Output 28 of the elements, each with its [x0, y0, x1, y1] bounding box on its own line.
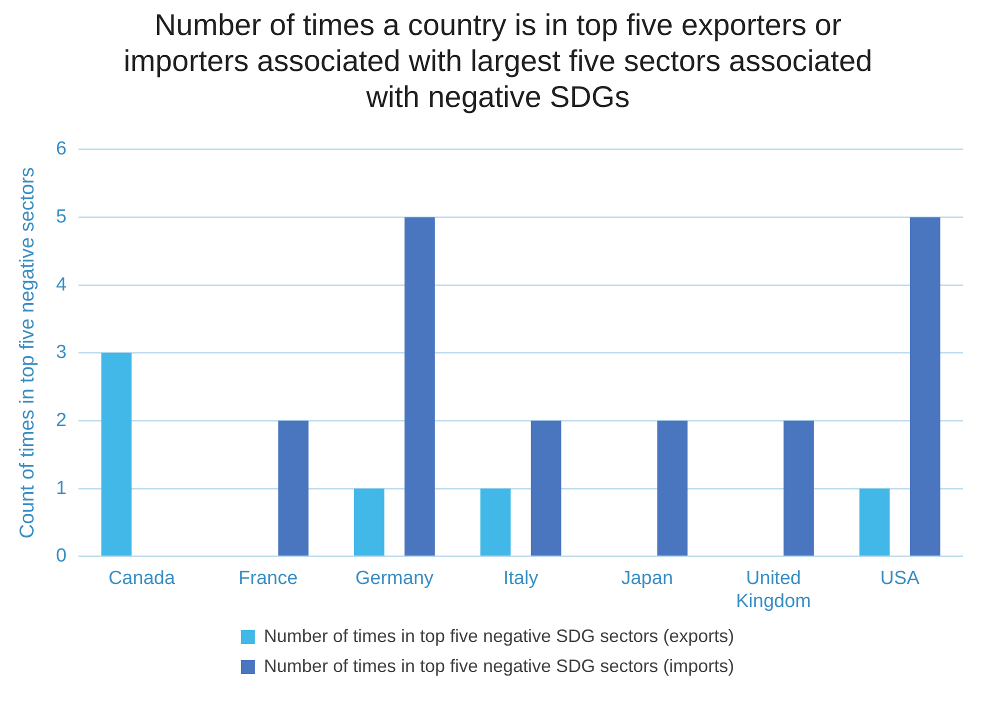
x-tick-label: Canada — [108, 568, 176, 590]
y-tick-label: 0 — [56, 546, 67, 567]
y-tick-label: 4 — [56, 274, 67, 296]
y-tick-label: 2 — [56, 410, 67, 431]
y-tick-label: 3 — [56, 342, 67, 364]
bar — [480, 488, 511, 556]
bar — [657, 420, 688, 556]
y-tick-label: 6 — [56, 138, 67, 160]
y-tick-label: 5 — [56, 206, 67, 228]
x-tick-label: France — [238, 568, 298, 590]
bar — [404, 217, 435, 556]
x-tick-label: Italy — [503, 568, 539, 590]
bar — [910, 217, 940, 556]
bar — [354, 488, 384, 556]
legend-label: Number of times in top five negative SDG sectors (imports) — [264, 656, 734, 676]
legend-label: Number of times in top five negative SDG sectors (exports) — [264, 626, 734, 646]
bar — [101, 352, 132, 556]
x-tick-label: Germany — [355, 568, 434, 590]
bar — [530, 420, 562, 556]
chart-title: Number of times a country is in top five exporters or importers associated with largest five sectors associated with negative SDGs — [122, 8, 874, 116]
bar — [278, 420, 309, 556]
bar — [784, 420, 814, 556]
x-tick-label: Japan — [621, 568, 674, 590]
y-tick-label: 1 — [56, 478, 67, 499]
x-tick-label: United Kingdom — [736, 568, 811, 612]
y-axis-title: Count of times in top five negative sectors — [16, 167, 39, 539]
x-tick-label: USA — [880, 568, 920, 590]
bar — [859, 488, 890, 556]
